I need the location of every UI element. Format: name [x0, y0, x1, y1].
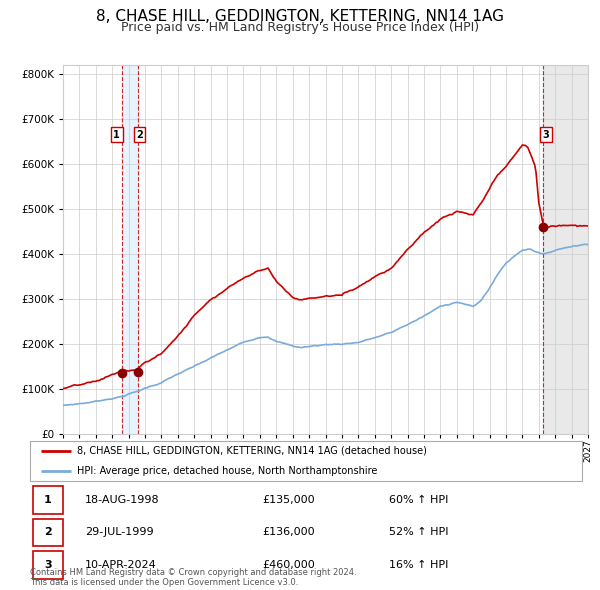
Text: 8, CHASE HILL, GEDDINGTON, KETTERING, NN14 1AG (detached house): 8, CHASE HILL, GEDDINGTON, KETTERING, NN… [77, 446, 427, 455]
Text: 3: 3 [44, 560, 52, 570]
Text: 2: 2 [136, 130, 143, 140]
Text: 16% ↑ HPI: 16% ↑ HPI [389, 560, 448, 570]
Text: 3: 3 [542, 130, 549, 140]
Text: £136,000: £136,000 [262, 527, 314, 537]
Text: HPI: Average price, detached house, North Northamptonshire: HPI: Average price, detached house, Nort… [77, 466, 377, 476]
Text: Price paid vs. HM Land Registry's House Price Index (HPI): Price paid vs. HM Land Registry's House … [121, 21, 479, 34]
Bar [543, 65, 588, 434]
Text: 8, CHASE HILL, GEDDINGTON, KETTERING, NN14 1AG: 8, CHASE HILL, GEDDINGTON, KETTERING, NN… [96, 9, 504, 24]
Text: £135,000: £135,000 [262, 495, 314, 505]
Text: 29-JUL-1999: 29-JUL-1999 [85, 527, 154, 537]
FancyBboxPatch shape [33, 486, 63, 514]
Text: 52% ↑ HPI: 52% ↑ HPI [389, 527, 448, 537]
Text: 2: 2 [44, 527, 52, 537]
Text: 1: 1 [44, 495, 52, 505]
Text: £460,000: £460,000 [262, 560, 314, 570]
Text: 18-AUG-1998: 18-AUG-1998 [85, 495, 160, 505]
Bar [122, 65, 138, 434]
Text: 1: 1 [113, 130, 120, 140]
Text: Contains HM Land Registry data © Crown copyright and database right 2024.
This d: Contains HM Land Registry data © Crown c… [30, 568, 356, 587]
FancyBboxPatch shape [33, 519, 63, 546]
FancyBboxPatch shape [33, 551, 63, 579]
Text: 10-APR-2024: 10-APR-2024 [85, 560, 157, 570]
Text: 60% ↑ HPI: 60% ↑ HPI [389, 495, 448, 505]
